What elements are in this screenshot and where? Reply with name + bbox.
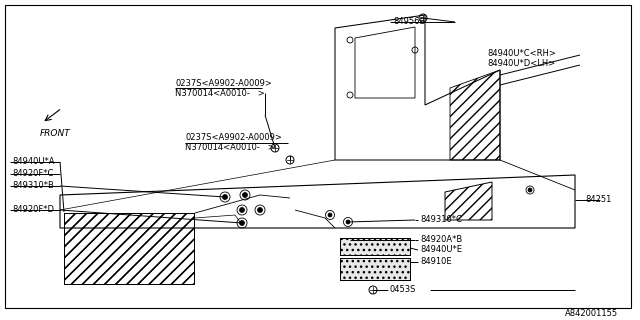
- Circle shape: [528, 188, 532, 192]
- Text: 84940U*C<RH>: 84940U*C<RH>: [487, 49, 556, 58]
- Text: 849310*C: 849310*C: [420, 215, 462, 225]
- Text: 84251: 84251: [585, 196, 611, 204]
- Circle shape: [328, 213, 332, 217]
- Text: 0453S: 0453S: [390, 285, 417, 294]
- Text: 84940U*D<LH>: 84940U*D<LH>: [487, 59, 556, 68]
- Circle shape: [257, 207, 262, 212]
- Bar: [340, 238, 410, 255]
- Text: 84956E: 84956E: [393, 18, 425, 27]
- Circle shape: [223, 195, 227, 199]
- Text: A842001155: A842001155: [565, 308, 618, 317]
- Bar: [340, 258, 410, 280]
- Circle shape: [239, 220, 244, 226]
- Text: N370014<A0010-   >: N370014<A0010- >: [175, 89, 265, 98]
- Text: FRONT: FRONT: [40, 129, 70, 138]
- Text: N370014<A0010-   >: N370014<A0010- >: [185, 143, 275, 153]
- Circle shape: [239, 207, 244, 212]
- Text: 84920F*C: 84920F*C: [12, 170, 53, 179]
- Circle shape: [346, 220, 350, 224]
- Text: 84940U*A: 84940U*A: [12, 157, 54, 166]
- Bar: [340, 258, 410, 280]
- Text: 84920A*B: 84920A*B: [420, 236, 462, 244]
- Text: 0237S<A9902-A0009>: 0237S<A9902-A0009>: [185, 133, 282, 142]
- Text: 84940U*E: 84940U*E: [420, 245, 462, 254]
- Text: 84920F*D: 84920F*D: [12, 205, 54, 214]
- Circle shape: [243, 193, 248, 197]
- Text: 0237S<A9902-A0009>: 0237S<A9902-A0009>: [175, 78, 272, 87]
- Text: 84910E: 84910E: [420, 258, 452, 267]
- Text: 849310*B: 849310*B: [12, 181, 54, 190]
- Bar: [340, 238, 410, 255]
